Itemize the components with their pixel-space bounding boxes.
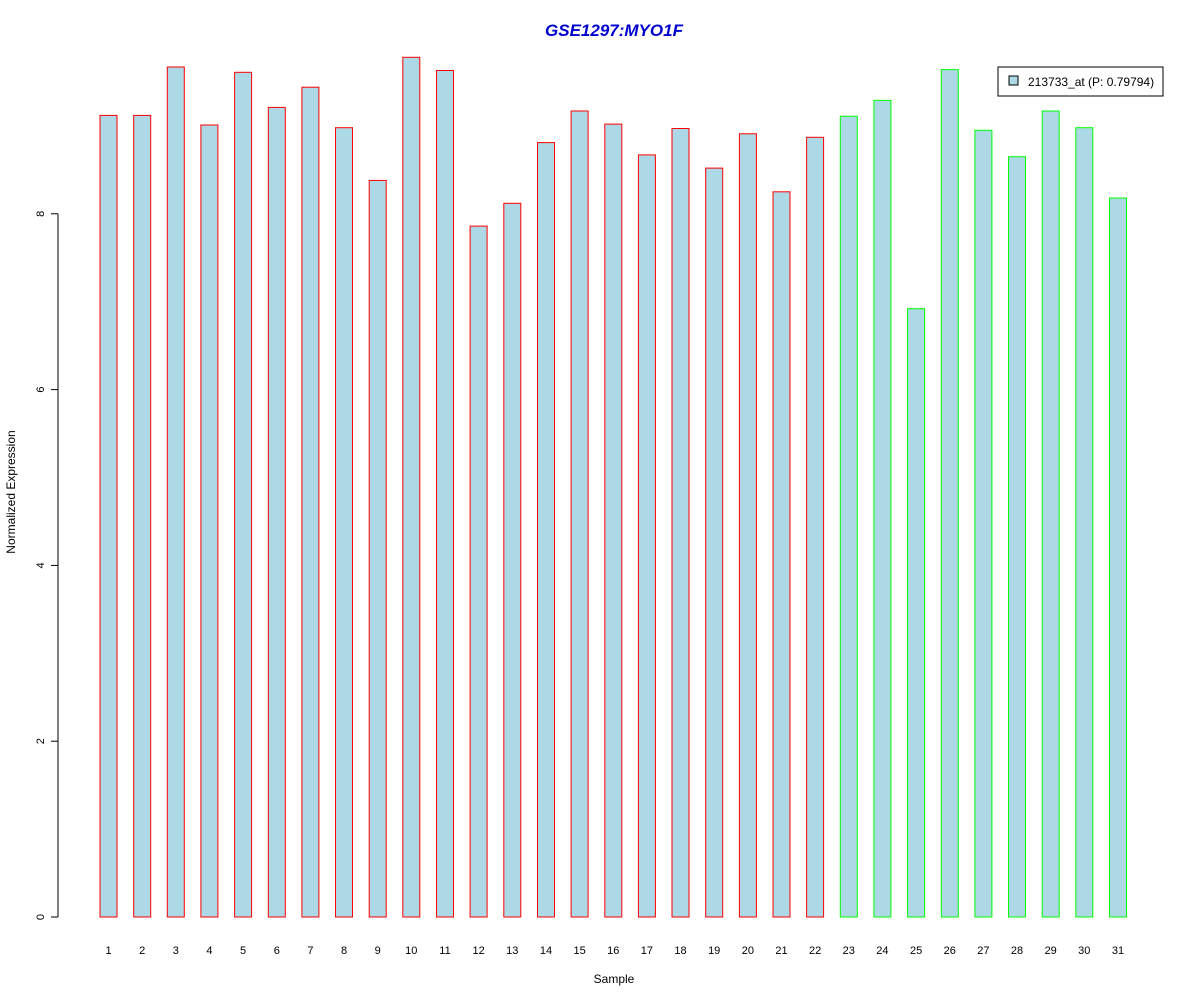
x-tick-label: 1 bbox=[105, 945, 111, 957]
x-tick-label: 22 bbox=[809, 945, 821, 957]
bar-sample-8 bbox=[335, 127, 353, 918]
x-tick-label: 2 bbox=[139, 945, 145, 957]
bars-group bbox=[99, 56, 1127, 918]
bar-sample-3 bbox=[166, 66, 185, 918]
x-tick-label: 6 bbox=[274, 945, 280, 957]
x-tick-label: 27 bbox=[977, 945, 989, 957]
x-tick-label: 3 bbox=[173, 945, 179, 957]
x-tick-label: 13 bbox=[506, 945, 518, 957]
x-tick-label: 18 bbox=[674, 945, 686, 957]
x-tick-label: 16 bbox=[607, 945, 619, 957]
x-tick-label: 4 bbox=[206, 945, 212, 957]
x-tick-label: 21 bbox=[775, 945, 787, 957]
x-tick-label: 31 bbox=[1112, 945, 1124, 957]
bar-sample-18 bbox=[671, 128, 690, 918]
y-tick-label: 4 bbox=[35, 562, 47, 568]
bar-sample-29 bbox=[1041, 110, 1060, 918]
bar-sample-21 bbox=[772, 191, 791, 918]
x-tick-label: 20 bbox=[742, 945, 754, 957]
bar-sample-20 bbox=[738, 133, 757, 918]
bar-sample-12 bbox=[469, 225, 488, 918]
x-tick-label: 8 bbox=[341, 945, 347, 957]
legend-box bbox=[997, 66, 1164, 97]
bar-sample-27 bbox=[974, 129, 993, 918]
x-tick-label: 10 bbox=[405, 945, 417, 957]
bar-sample-9 bbox=[368, 179, 387, 918]
bar-sample-1 bbox=[99, 114, 118, 918]
bar-sample-10 bbox=[402, 56, 421, 918]
x-tick-label: 7 bbox=[307, 945, 313, 957]
bar-sample-11 bbox=[436, 70, 454, 918]
bar-sample-26 bbox=[940, 69, 959, 918]
x-tick-label: 30 bbox=[1078, 945, 1090, 957]
bar-sample-19 bbox=[705, 167, 724, 918]
x-tick-label: 15 bbox=[573, 945, 585, 957]
y-axis: 0 2 4 6 8 bbox=[35, 211, 59, 920]
bar-sample-17 bbox=[637, 154, 656, 918]
x-tick-label: 29 bbox=[1045, 945, 1057, 957]
x-tick-label: 17 bbox=[641, 945, 653, 957]
bar-sample-24 bbox=[873, 99, 892, 918]
x-tick-label: 26 bbox=[944, 945, 956, 957]
bar-sample-15 bbox=[570, 110, 589, 918]
bar-sample-25 bbox=[907, 308, 926, 918]
legend: 213733_at (P: 0.79794) bbox=[997, 66, 1164, 97]
bar-sample-6 bbox=[267, 106, 286, 918]
x-tick-labels: 1 2 3 4 5 6 7 8 9 10 11 12 13 14 15 16 17 18 19 20 21 22 23 24 2… bbox=[105, 945, 1124, 957]
x-tick-label: 25 bbox=[910, 945, 922, 957]
x-tick-label: 23 bbox=[843, 945, 855, 957]
x-axis-label: Sample bbox=[594, 972, 635, 986]
bar-sample-23 bbox=[839, 115, 858, 918]
x-tick-label: 9 bbox=[375, 945, 381, 957]
bar-sample-2 bbox=[133, 114, 152, 918]
y-tick-label: 6 bbox=[35, 387, 47, 393]
x-tick-label: 5 bbox=[240, 945, 246, 957]
bar-sample-7 bbox=[301, 86, 320, 918]
x-tick-label: 12 bbox=[472, 945, 484, 957]
y-tick-label: 2 bbox=[35, 738, 47, 744]
y-tick-label: 0 bbox=[35, 914, 47, 920]
x-tick-label: 24 bbox=[876, 945, 888, 957]
legend-label: 213733_at (P: 0.79794) bbox=[1028, 75, 1154, 89]
bar-sample-31 bbox=[1109, 197, 1127, 918]
legend-swatch bbox=[1008, 75, 1019, 86]
x-tick-label: 14 bbox=[540, 945, 552, 957]
x-tick-label: 11 bbox=[439, 945, 450, 957]
bar-sample-30 bbox=[1075, 127, 1094, 918]
y-tick-label: 8 bbox=[35, 211, 47, 217]
bar-sample-22 bbox=[806, 136, 825, 918]
chart-title: GSE1297:MYO1F bbox=[545, 21, 684, 40]
bar-sample-16 bbox=[604, 123, 623, 918]
bar-sample-4 bbox=[200, 124, 219, 918]
bar-sample-5 bbox=[234, 71, 253, 918]
x-tick-label: 28 bbox=[1011, 945, 1023, 957]
bar-sample-28 bbox=[1008, 156, 1026, 918]
bar-sample-13 bbox=[503, 202, 522, 918]
x-tick-label: 19 bbox=[708, 945, 720, 957]
bar-sample-14 bbox=[537, 142, 555, 918]
y-axis-label: Normalized Expression bbox=[4, 430, 18, 553]
